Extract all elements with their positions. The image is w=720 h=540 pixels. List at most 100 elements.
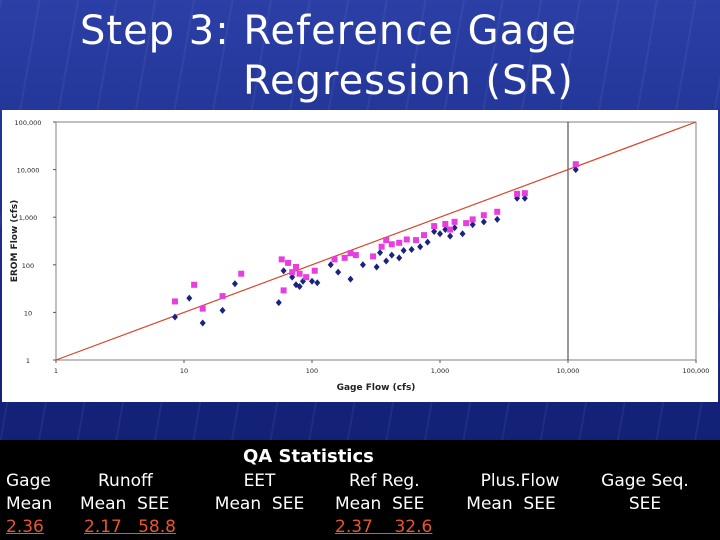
data-point [347, 275, 354, 283]
qa-statistics-panel: QA Statistics Gage Mean 2.36 Runoff Mean… [0, 440, 720, 540]
x-tick-label: 1 [54, 367, 58, 375]
stats-col-runoff-label2: Mean SEE [80, 494, 170, 514]
data-point [403, 236, 410, 243]
data-point [199, 305, 206, 312]
stats-col-eet: EET Mean SEE [207, 470, 312, 516]
x-tick-label: 100 [306, 367, 318, 375]
scatter-chart: 1 10 100 1,000 10,000 100,000 1 10 100 1,000 10,0… [10, 119, 710, 393]
stats-col-gage-seq: Gage Seq. SEE [590, 470, 700, 516]
data-point [373, 263, 380, 271]
stats-col-gage-label2: Mean [6, 494, 53, 514]
stats-col-gage-value: 2.36 [6, 517, 44, 537]
data-point [370, 253, 377, 260]
stats-col-gage: Gage Mean 2.36 [6, 470, 52, 539]
data-point [451, 224, 458, 232]
data-point [383, 237, 390, 244]
data-point [480, 218, 487, 226]
stats-col-ref-reg-value: 2.37 32.6 [335, 517, 433, 537]
data-point [514, 190, 521, 197]
stats-col-plusflow: Plus.Flow Mean SEE [452, 470, 570, 516]
data-point [572, 161, 579, 168]
data-point [311, 267, 318, 274]
data-point [469, 221, 476, 229]
data-point [289, 269, 296, 276]
data-point [335, 268, 342, 276]
x-tick-label: 10,000 [557, 367, 580, 375]
data-point [341, 254, 348, 261]
data-point [285, 259, 292, 266]
data-point [480, 212, 487, 219]
data-point [437, 230, 443, 238]
data-point [219, 293, 226, 300]
data-point [296, 283, 303, 291]
data-point [231, 280, 238, 288]
data-point [280, 267, 287, 275]
data-point [303, 274, 310, 281]
data-point [431, 223, 438, 230]
y-tick-label: 10,000 [17, 167, 40, 175]
y-tick-label: 10 [24, 309, 32, 317]
data-point [352, 252, 359, 259]
data-point [359, 261, 366, 269]
y-tick-label: 1 [26, 357, 30, 365]
data-point [451, 218, 458, 225]
data-point [299, 277, 306, 285]
data-point [521, 194, 528, 202]
y-axis-label: EROM Flow (cfs) [10, 200, 20, 283]
data-point [278, 256, 285, 263]
data-point [396, 239, 403, 246]
data-point [293, 263, 300, 270]
x-axis-label: Gage Flow (cfs) [337, 383, 416, 393]
stats-col-ref-reg-label2: Mean SEE [335, 494, 425, 514]
data-point [171, 298, 178, 305]
stats-col-ref-reg-label1: Ref Reg. [349, 471, 420, 491]
data-point [309, 277, 315, 285]
data-point [447, 232, 454, 240]
title-line-2: Regression (SR) [243, 58, 574, 104]
data-point [186, 294, 193, 302]
data-point [447, 226, 454, 233]
x-tick-label: 10 [180, 367, 188, 375]
title-line-1: Step 3: Reference Gage [80, 8, 578, 54]
data-point [314, 279, 321, 287]
stats-col-gage-seq-label1: Gage Seq. [601, 471, 689, 491]
data-point [521, 190, 528, 197]
data-point [469, 216, 476, 223]
stats-col-gage-label1: Gage [6, 471, 51, 491]
data-point [275, 299, 282, 307]
stats-col-plusflow-label2: Mean SEE [466, 494, 556, 514]
data-point [463, 220, 470, 227]
stats-col-eet-label1: EET [243, 471, 276, 491]
chart-panel: 1 10 100 1,000 10,000 100,000 1 10 100 1,000 10,0… [2, 110, 718, 402]
stats-col-eet-label2: Mean SEE [214, 494, 305, 514]
y-tick-label: 100 [22, 262, 34, 270]
stats-col-runoff: Runoff Mean SEE 2.17 58.8 [80, 470, 176, 539]
data-point [572, 166, 579, 174]
data-point [494, 208, 501, 215]
data-point [413, 237, 420, 244]
data-point [331, 256, 338, 263]
stats-col-ref-reg: Ref Reg. Mean SEE 2.37 32.6 [335, 470, 432, 539]
y-tick-label: 100,000 [15, 119, 42, 127]
stats-col-plusflow-label1: Plus.Flow [480, 471, 560, 491]
data-point [238, 270, 245, 277]
y-tick-label: 1,000 [19, 214, 38, 222]
data-point [327, 261, 334, 269]
data-point [219, 306, 226, 314]
data-point [408, 245, 415, 253]
data-point [442, 220, 449, 227]
series-1 [171, 161, 579, 312]
data-point [431, 228, 438, 236]
data-point [289, 273, 296, 281]
x-tick-label: 100,000 [683, 367, 710, 375]
data-point [417, 243, 424, 251]
data-point [388, 251, 395, 259]
qa-statistics-heading: QA Statistics [243, 446, 374, 467]
data-point [442, 226, 449, 234]
data-point [199, 319, 206, 327]
data-point [421, 232, 428, 239]
data-point [494, 215, 501, 223]
data-point [400, 246, 407, 254]
data-point [424, 238, 431, 246]
data-point [191, 281, 198, 288]
